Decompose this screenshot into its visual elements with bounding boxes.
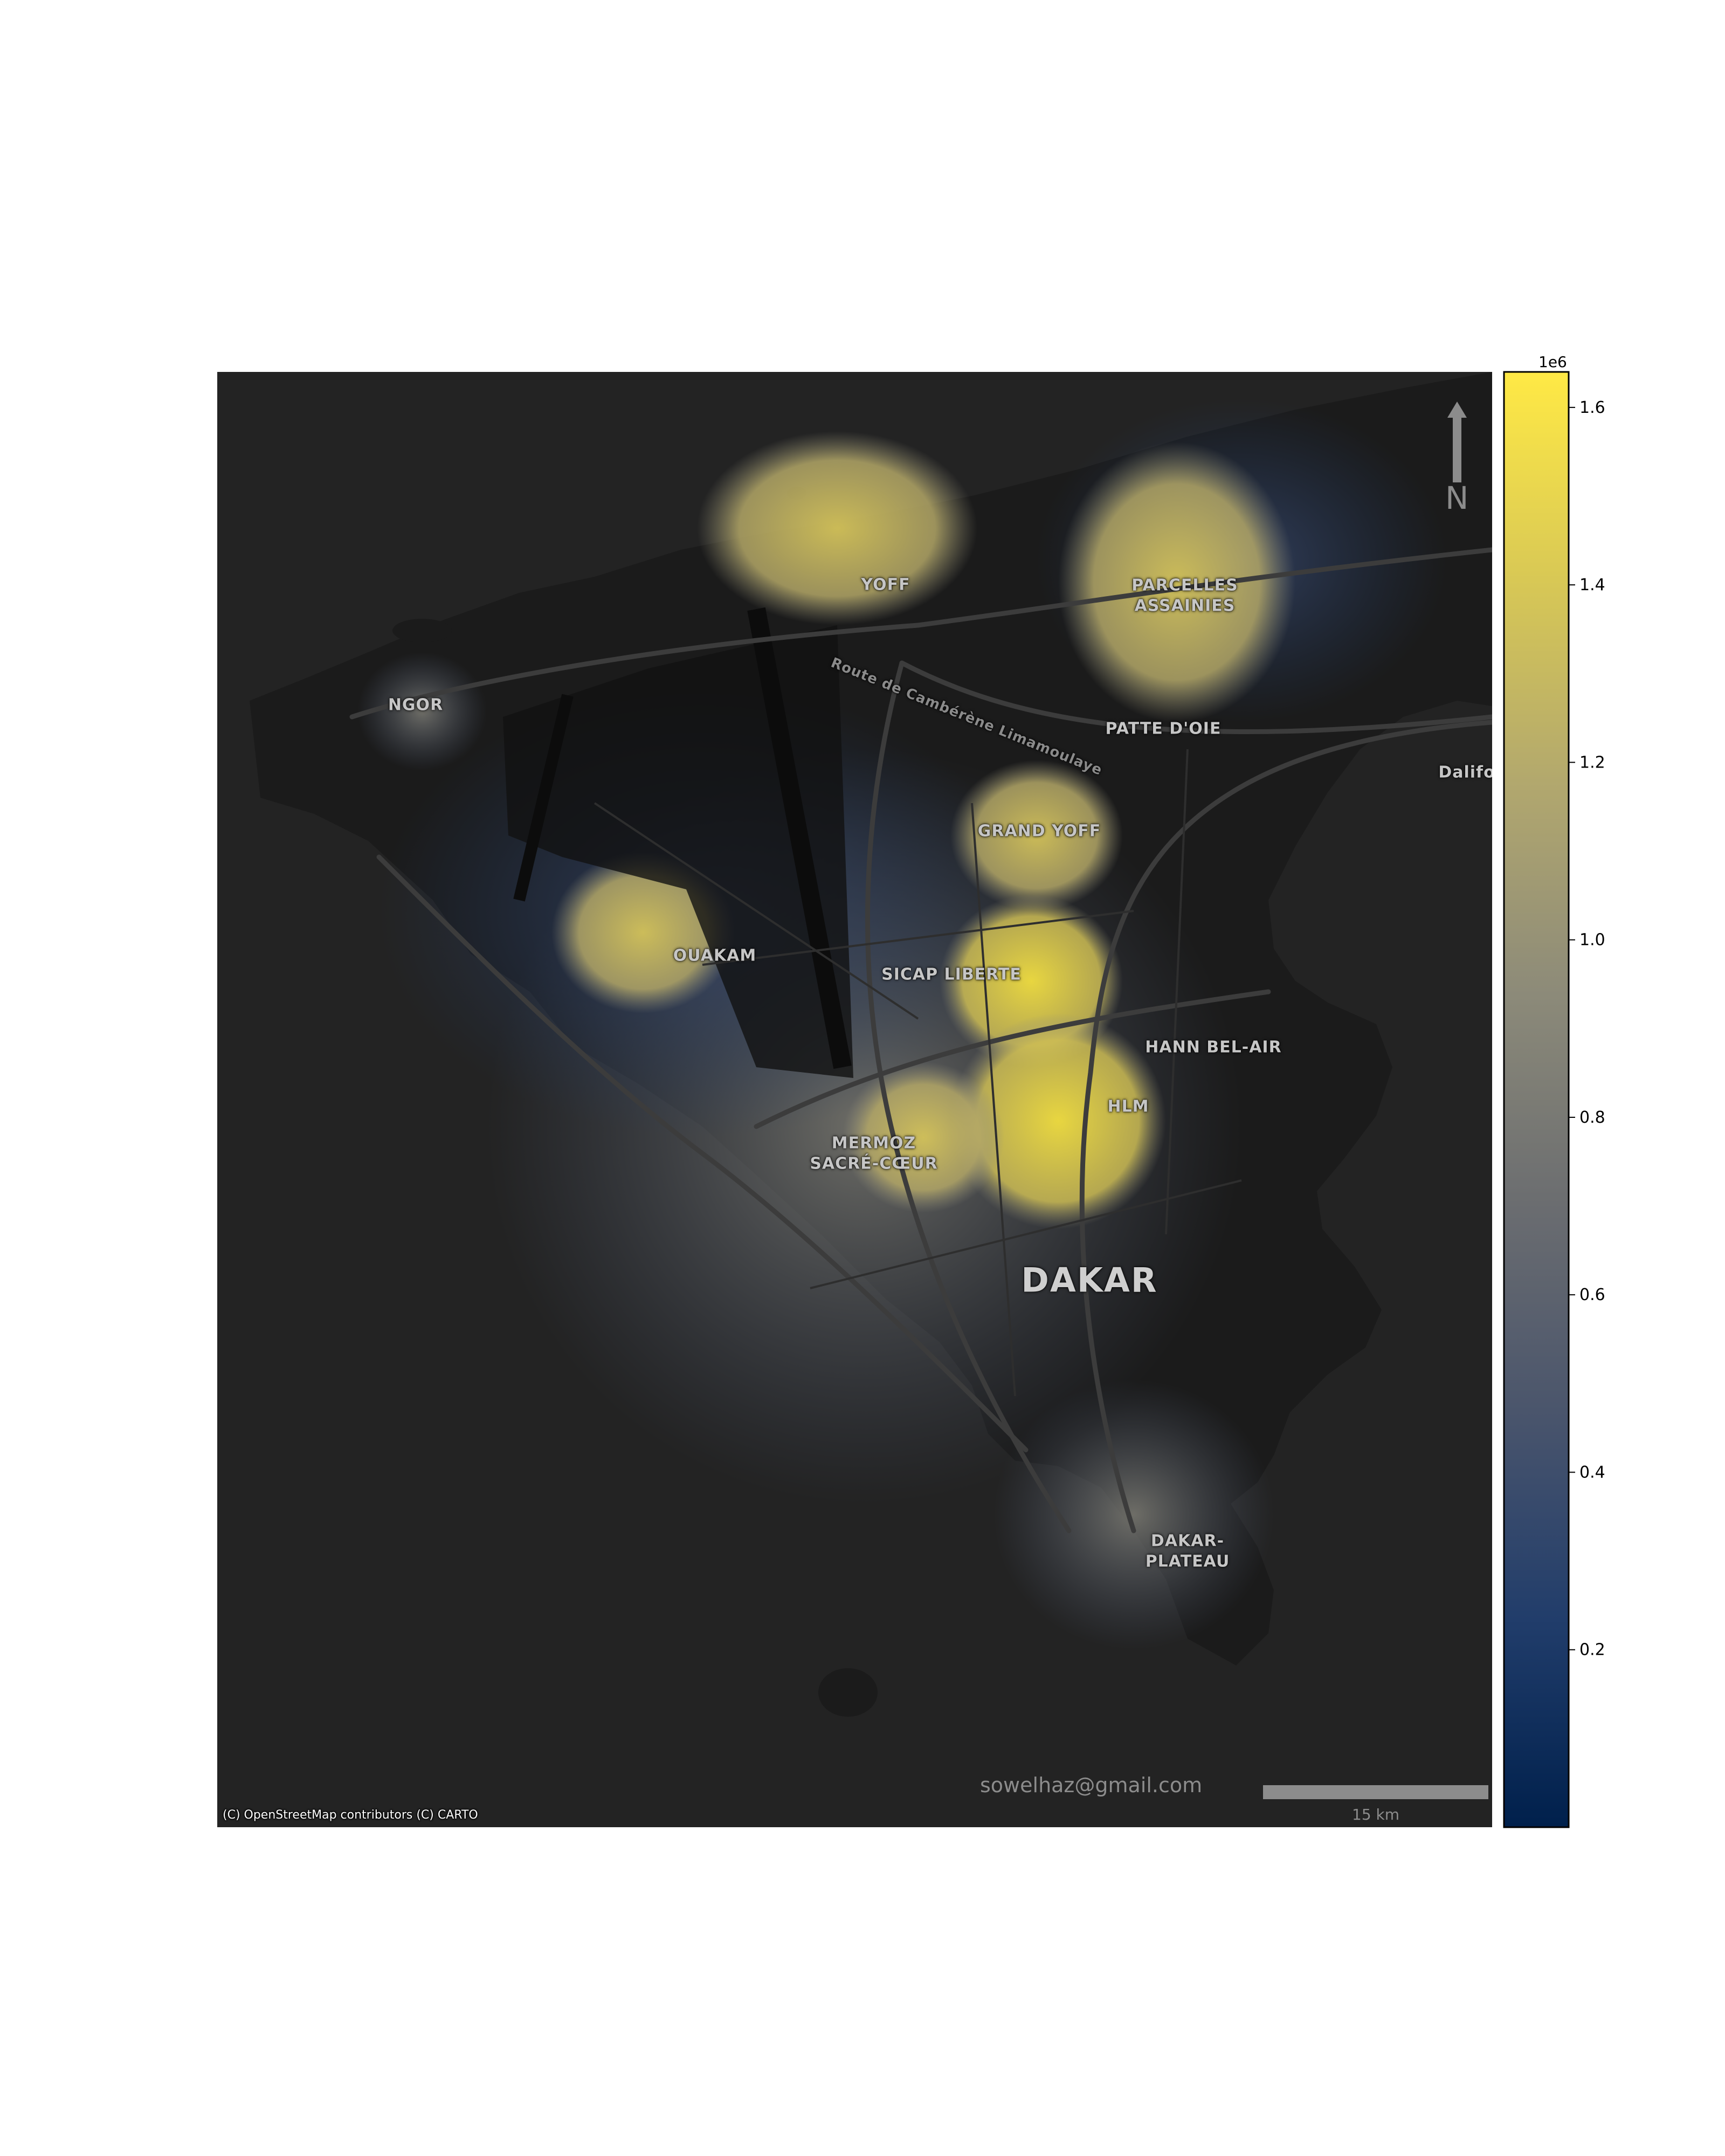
road-autoroute xyxy=(1079,720,1492,1533)
island xyxy=(392,619,452,642)
north-label: N xyxy=(1445,480,1469,516)
colorbar: 0.2 0.4 0.6 0.8 1.0 1.2 1.4 1.6 xyxy=(1503,371,1605,1828)
place-label-yoff: YOFF xyxy=(861,575,910,595)
place-label-ngor: NGOR xyxy=(388,695,444,715)
colorbar-tick-label: 1.2 xyxy=(1579,753,1605,772)
runway xyxy=(513,694,574,902)
map-panel[interactable]: YOFF PARCELLES ASSAINIES NGOR PATTE D'OI… xyxy=(217,372,1492,1827)
colorbar-tick-label: 0.2 xyxy=(1579,1641,1605,1660)
watermark-text: sowelhaz@gmail.com xyxy=(980,1773,1203,1797)
place-label-dalifort: Dalifo xyxy=(1438,763,1492,782)
road-ring xyxy=(899,660,1492,735)
place-label-patte-doie: PATTE D'OIE xyxy=(1105,719,1222,738)
colorbar-gradient xyxy=(1503,371,1570,1828)
colorbar-tick-label: 1.6 xyxy=(1579,398,1605,417)
scale-bar xyxy=(1263,1785,1488,1799)
place-label-grand-yoff: GRAND YOFF xyxy=(977,821,1101,841)
north-arrow-icon xyxy=(1447,402,1467,482)
place-label-parcelles-assainies: PARCELLES ASSAINIES xyxy=(1131,576,1238,616)
map-attribution[interactable]: (C) OpenStreetMap contributors (C) CARTO xyxy=(223,1808,478,1822)
colorbar-tick-label: 0.4 xyxy=(1579,1463,1605,1482)
place-label-sicap-liberte: SICAP LIBERTE xyxy=(881,965,1022,984)
place-label-mermoz-sacre-coeur: MERMOZ SACRÉ-CŒUR xyxy=(810,1134,938,1173)
place-label-hann-bel-air: HANN BEL-AIR xyxy=(1145,1038,1282,1057)
colorbar-tick-label: 1.4 xyxy=(1579,576,1605,595)
colorbar-exponent: 1e6 xyxy=(1538,353,1567,371)
road-main xyxy=(865,660,1072,1533)
place-label-dakar-plateau: DAKAR- PLATEAU xyxy=(1145,1531,1230,1571)
colorbar-tick-label: 0.6 xyxy=(1579,1286,1605,1304)
island-goree xyxy=(818,1668,878,1717)
colorbar-tick-label: 1.0 xyxy=(1579,931,1605,950)
scale-bar-label: 15 km xyxy=(1352,1806,1400,1823)
map-canvas xyxy=(250,372,1492,1717)
airport-area xyxy=(503,625,853,1078)
road-cross xyxy=(754,989,1271,1129)
road-corniche xyxy=(376,854,1029,1453)
colorbar-tick-label: 0.8 xyxy=(1579,1108,1605,1127)
place-label-hlm: HLM xyxy=(1107,1097,1149,1116)
place-label-dakar: DAKAR xyxy=(1021,1260,1158,1300)
road-vdn xyxy=(349,547,1492,720)
place-label-ouakam: OUAKAM xyxy=(673,946,757,965)
runway xyxy=(747,607,852,1069)
